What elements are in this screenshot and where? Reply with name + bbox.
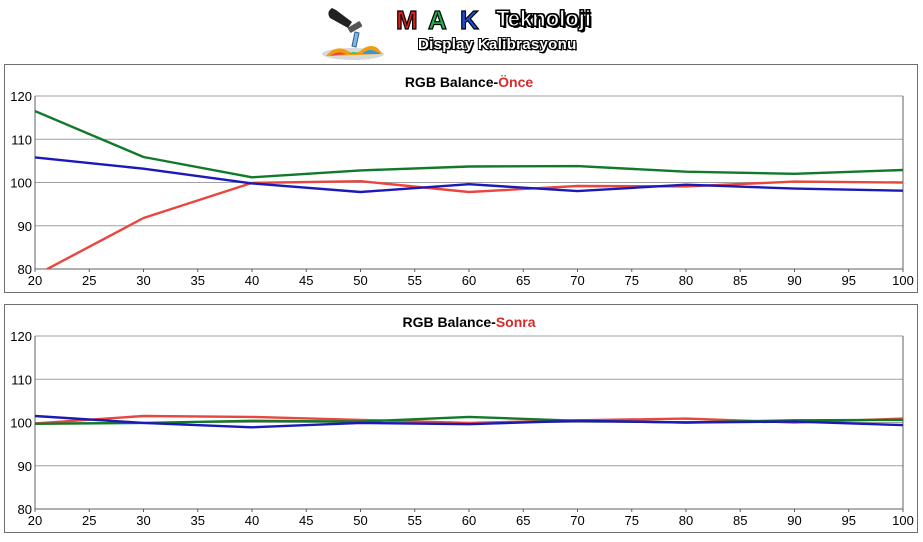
series-line-blue <box>35 414 903 429</box>
x-tick-label: 30 <box>136 273 150 288</box>
y-tick-label: 120 <box>10 89 32 104</box>
chart-title: RGB Balance-Önce <box>405 74 534 90</box>
y-tick-label: 80 <box>18 262 32 277</box>
brand-subtitle: Display Kalibrasyonu <box>418 36 577 53</box>
chart-title: RGB Balance-Sonra <box>402 314 535 330</box>
chart-title-prefix: RGB Balance- <box>402 314 496 330</box>
x-tick-label: 75 <box>625 513 639 528</box>
y-tick-label: 110 <box>11 132 32 147</box>
x-tick-label: 60 <box>462 513 476 528</box>
x-tick-label: 45 <box>299 513 313 528</box>
chart-before: RGB Balance-Önce 80 90 100 110 120 20 25 30 35 40 4… <box>4 64 918 293</box>
chart-title-suffix: Önce <box>498 74 533 90</box>
x-tick-label: 90 <box>787 513 801 528</box>
x-tick-label: 85 <box>733 273 747 288</box>
x-tick-label: 85 <box>733 513 747 528</box>
x-tick-label: 20 <box>28 273 42 288</box>
x-tick-label: 55 <box>408 273 422 288</box>
x-tick-label: 40 <box>245 273 259 288</box>
brand-letter-m: M <box>395 4 418 35</box>
x-tick-label: 80 <box>679 273 693 288</box>
x-tick-label: 65 <box>516 513 530 528</box>
brand-letter-k: K <box>459 4 479 35</box>
x-tick-label: 60 <box>462 273 476 288</box>
x-tick-label: 50 <box>353 513 367 528</box>
x-tick-label: 25 <box>82 513 96 528</box>
x-tick-label: 95 <box>842 273 856 288</box>
x-tick-label: 70 <box>570 273 584 288</box>
x-tick-label: 100 <box>892 513 914 528</box>
x-tick-label: 35 <box>191 513 205 528</box>
brand-letter-a: A <box>427 4 447 35</box>
x-tick-label: 35 <box>191 273 205 288</box>
x-tick-label: 80 <box>679 513 693 528</box>
y-tick-label: 100 <box>10 416 32 431</box>
x-tick-label: 100 <box>892 273 914 288</box>
chart-after: RGB Balance-Sonra 80 90 100 110 120 20 25 30 35 40… <box>4 304 918 533</box>
x-tick-label: 25 <box>82 273 96 288</box>
x-tick-label: 75 <box>625 273 639 288</box>
y-tick-label: 80 <box>18 502 32 517</box>
x-tick-label: 65 <box>516 273 530 288</box>
y-tick-label: 90 <box>18 459 32 474</box>
chart-frame <box>4 64 918 293</box>
x-tick-label: 40 <box>245 513 259 528</box>
y-tick-label: 120 <box>10 329 32 344</box>
x-tick-label: 55 <box>408 513 422 528</box>
x-tick-label: 30 <box>136 513 150 528</box>
chart-frame <box>4 304 918 533</box>
y-tick-label: 90 <box>18 219 32 234</box>
y-tick-label: 110 <box>11 372 32 387</box>
series-line-red <box>44 179 903 269</box>
x-tick-label: 70 <box>570 513 584 528</box>
x-tick-label: 95 <box>842 513 856 528</box>
x-tick-label: 50 <box>353 273 367 288</box>
chart-title-prefix: RGB Balance- <box>405 74 499 90</box>
y-tick-label: 100 <box>10 176 32 191</box>
dropper-icon <box>322 8 384 60</box>
x-tick-label: 20 <box>28 513 42 528</box>
x-tick-label: 90 <box>787 273 801 288</box>
series-line-green <box>35 109 903 179</box>
x-tick-label: 45 <box>299 273 313 288</box>
chart-title-suffix: Sonra <box>496 314 536 330</box>
brand-header: M A K Teknoloji Display Kalibrasyonu <box>0 0 923 62</box>
series-line-blue <box>35 156 903 194</box>
brand-name: Teknoloji <box>496 6 592 32</box>
